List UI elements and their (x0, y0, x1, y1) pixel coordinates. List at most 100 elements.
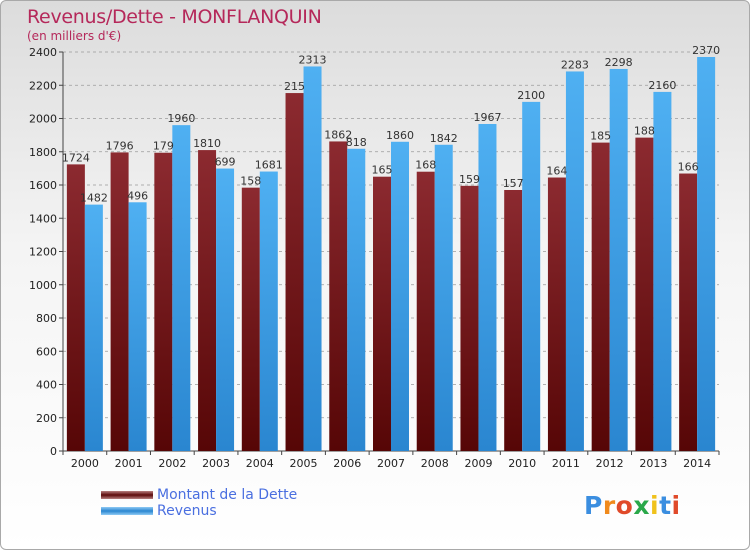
chart-title: Revenus/Dette - MONFLANQUIN (27, 6, 322, 28)
bar-dette (110, 152, 129, 452)
bar-revenus (84, 204, 103, 451)
data-label: 1482 (80, 192, 108, 205)
bar-dette (241, 187, 260, 451)
x-tick-label: 2006 (333, 457, 361, 470)
data-label: 2100 (517, 89, 545, 102)
bar-dette (285, 93, 304, 451)
legend-label-revenus: Revenus (157, 503, 217, 519)
y-tick-label: 2200 (29, 79, 57, 92)
data-label: 1810 (193, 137, 221, 150)
data-label: 1842 (430, 132, 458, 145)
bar-revenus (303, 66, 322, 452)
chart-subtitle: (en milliers d'€) (27, 29, 122, 43)
bars (66, 56, 716, 452)
bar-dette (635, 137, 654, 451)
x-tick-label: 2011 (552, 457, 580, 470)
bar-revenus (259, 171, 278, 451)
x-tick-label: 2013 (639, 457, 667, 470)
data-label: 699 (215, 156, 236, 169)
logo-letter: P (584, 491, 603, 520)
x-tick-label: 2007 (377, 457, 405, 470)
bar-dette (198, 150, 217, 451)
data-label: 1967 (473, 111, 501, 124)
data-label: 1862 (324, 128, 352, 141)
data-label: 1681 (255, 159, 283, 172)
x-tick-label: 2002 (158, 457, 186, 470)
bar-revenus (434, 144, 453, 451)
y-tick-label: 1800 (29, 146, 57, 159)
bar-revenus (172, 125, 191, 452)
bar-dette (373, 176, 391, 451)
bar-dette (329, 141, 348, 451)
data-label: 179 (153, 140, 174, 153)
bar-dette (591, 142, 610, 451)
x-tick-label: 2014 (683, 457, 711, 470)
x-tick-label: 2000 (71, 457, 99, 470)
data-label: 158 (240, 175, 261, 188)
x-tick-label: 2009 (464, 457, 492, 470)
proxiti-logo: Proxiti (584, 491, 681, 520)
data-label: 166 (678, 161, 699, 174)
bar-dette (416, 171, 435, 451)
data-label: 1860 (386, 129, 414, 142)
x-tick-label: 2008 (421, 457, 449, 470)
legend-item-revenus: Revenus (101, 503, 297, 519)
bar-revenus (216, 168, 235, 451)
data-label: 2160 (648, 79, 676, 92)
data-label: 2283 (561, 58, 589, 71)
data-label: 157 (503, 177, 524, 190)
bar-dette (679, 173, 698, 451)
legend-swatch-revenus (101, 507, 153, 515)
logo-letter: r (602, 491, 616, 520)
x-tick-label: 2003 (202, 457, 230, 470)
y-tick-label: 400 (36, 379, 57, 392)
bar-revenus (347, 148, 366, 451)
data-label: 1796 (106, 139, 134, 152)
bar-dette (66, 164, 85, 451)
y-tick-label: 1600 (29, 179, 57, 192)
data-label: 1724 (62, 151, 90, 164)
x-tick-label: 2004 (246, 457, 274, 470)
bar-revenus (391, 141, 409, 451)
bar-dette (547, 177, 566, 452)
data-label: 2313 (299, 53, 327, 66)
y-tick-label: 2400 (29, 46, 57, 59)
legend-label-dette: Montant de la Dette (157, 487, 298, 503)
y-tick-label: 0 (50, 445, 57, 458)
data-label: 165 (372, 164, 393, 177)
data-label: 188 (634, 125, 655, 138)
data-label: 496 (127, 189, 148, 202)
logo-letter: x (633, 491, 650, 520)
x-tick-label: 2001 (115, 457, 143, 470)
x-tick-label: 2005 (290, 457, 318, 470)
bar-dette (504, 189, 523, 452)
data-label: 2298 (605, 56, 633, 69)
y-tick-label: 800 (36, 312, 57, 325)
data-label: 159 (459, 173, 480, 186)
bar-revenus (697, 56, 716, 452)
logo-letter: i (650, 491, 660, 520)
legend-item-dette: Montant de la Dette (101, 487, 297, 503)
data-label: 185 (590, 130, 611, 143)
y-tick-label: 2000 (29, 113, 57, 126)
data-label: 215 (284, 80, 305, 93)
data-label: 818 (346, 136, 367, 149)
y-tick-label: 200 (36, 412, 57, 425)
bar-revenus (128, 202, 147, 451)
y-tick-label: 600 (36, 345, 57, 358)
bar-revenus (653, 91, 672, 452)
data-label: 2370 (692, 44, 720, 57)
legend-swatch-dette (101, 491, 153, 499)
data-labels: 1724 1482 1796 496 179 1960 1810 699 158 1681 215 2… (62, 44, 720, 205)
legend: Montant de la Dette Revenus (101, 487, 297, 519)
y-tick-label: 1000 (29, 279, 57, 292)
logo-letter: i (671, 491, 681, 520)
x-tick-label: 2010 (508, 457, 536, 470)
bar-revenus (522, 101, 541, 451)
x-tick-label: 2012 (596, 457, 624, 470)
bar-dette (460, 185, 479, 452)
bar-revenus (478, 123, 497, 451)
y-tick-label: 1200 (29, 246, 57, 259)
